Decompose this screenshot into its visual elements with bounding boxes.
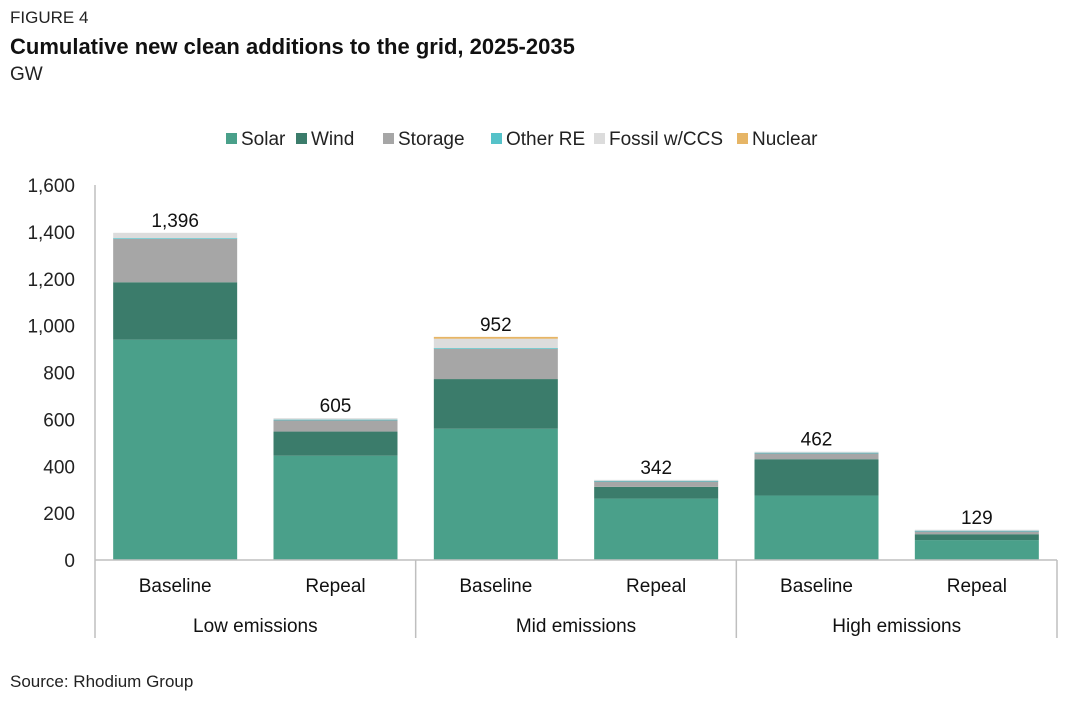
y-tick-label: 400: [43, 457, 75, 478]
figure-label: FIGURE 4: [10, 8, 89, 27]
bar-segment-storage: [594, 481, 719, 487]
chart-title: Cumulative new clean additions to the gr…: [10, 34, 575, 59]
bar-total-label: 462: [801, 430, 833, 451]
bar-segment-storage: [914, 530, 1039, 535]
x-group-label: Low emissions: [193, 616, 318, 637]
bar-total-label: 129: [961, 508, 993, 529]
bar-segment-wind: [113, 282, 238, 340]
bar-segment-other-re: [113, 238, 238, 240]
legend-swatch-2: [296, 133, 307, 144]
bar-segment-solar: [433, 428, 558, 560]
source-note: Source: Rhodium Group: [10, 672, 194, 691]
bar-segment-solar: [113, 339, 238, 560]
bar-segment-fossil-w-ccs: [433, 338, 558, 349]
unit-label: GW: [10, 64, 43, 85]
bar-segment-solar: [754, 495, 879, 560]
bar-segment-fossil-w-ccs: [914, 529, 1039, 531]
y-tick-label: 0: [64, 551, 75, 572]
bar-segment-wind: [273, 431, 398, 456]
legend-label-3: Storage: [398, 129, 465, 150]
y-tick-label: 200: [43, 504, 75, 525]
legend-swatch-4: [491, 133, 502, 144]
legend-swatch-1: [226, 133, 237, 144]
y-tick-label: 600: [43, 410, 75, 431]
y-tick-label: 800: [43, 364, 75, 385]
bar-segment-wind: [754, 459, 879, 496]
bar-segment-storage: [433, 348, 558, 380]
bar-segment-other-re: [273, 419, 398, 421]
x-category-label: Baseline: [459, 576, 532, 597]
bar-total-label: 952: [480, 315, 512, 336]
bar-segment-fossil-w-ccs: [754, 451, 879, 453]
bar-segment-other-re: [754, 452, 879, 454]
bar-segment-wind: [914, 534, 1039, 541]
x-group-label: High emissions: [832, 616, 961, 637]
bar-segment-solar: [273, 455, 398, 560]
y-tick-label: 1,400: [27, 223, 75, 244]
bar-segment-storage: [754, 452, 879, 460]
x-category-label: Repeal: [626, 576, 686, 597]
y-tick-label: 1,000: [27, 317, 75, 338]
x-category-label: Baseline: [780, 576, 853, 597]
bar-segment-storage: [113, 238, 238, 283]
x-category-label: Baseline: [139, 576, 212, 597]
bar-segment-fossil-w-ccs: [273, 418, 398, 420]
bar-total-label: 342: [640, 458, 672, 479]
bar-segment-wind: [433, 379, 558, 429]
y-tick-label: 1,200: [27, 270, 75, 291]
bar-segment-fossil-w-ccs: [113, 232, 238, 239]
legend-swatch-6: [737, 133, 748, 144]
bar-segment-other-re: [433, 348, 558, 349]
bar-total-label: 1,396: [151, 211, 199, 232]
legend-label-4: Other RE: [506, 129, 585, 150]
bar-segment-solar: [914, 540, 1039, 560]
bar-segment-other-re: [594, 480, 719, 482]
bar-segment-solar: [594, 498, 719, 560]
bar-segment-storage: [273, 419, 398, 432]
legend-label-2: Wind: [311, 129, 354, 150]
bar-segment-fossil-w-ccs: [594, 479, 719, 481]
legend-label-5: Fossil w/CCS: [609, 129, 723, 150]
legend-swatch-5: [594, 133, 605, 144]
bar-segment-nuclear: [433, 336, 558, 339]
x-category-label: Repeal: [305, 576, 365, 597]
bar-total-label: 605: [320, 396, 352, 417]
bar-segment-wind: [594, 486, 719, 499]
x-group-label: Mid emissions: [516, 616, 636, 637]
x-category-label: Repeal: [947, 576, 1007, 597]
legend-label-6: Nuclear: [752, 129, 818, 150]
legend-label-1: Solar: [241, 129, 286, 150]
legend-swatch-3: [383, 133, 394, 144]
y-tick-label: 1,600: [27, 176, 75, 197]
bar-segment-other-re: [914, 530, 1039, 532]
